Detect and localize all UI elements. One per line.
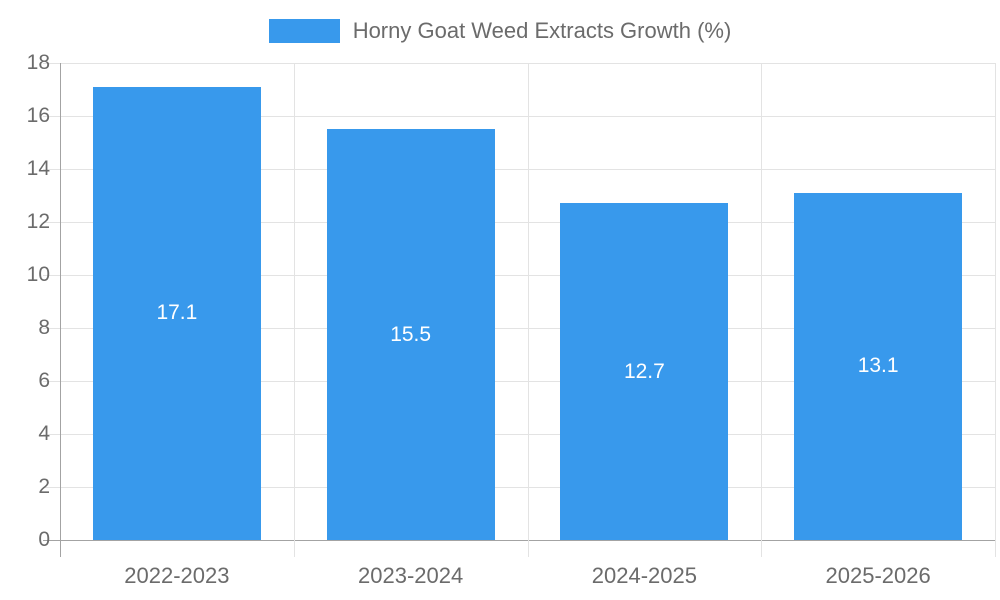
bar: 15.5 <box>326 129 495 540</box>
h-gridline <box>43 222 995 223</box>
h-gridline <box>43 169 995 170</box>
bar: 12.7 <box>560 203 729 540</box>
y-tick-label: 16 <box>26 104 50 127</box>
y-tick-label: 0 <box>38 528 50 551</box>
h-gridline <box>43 487 995 488</box>
x-tick-label: 2025-2026 <box>825 563 931 588</box>
h-gridline <box>43 116 995 117</box>
y-tick-label: 18 <box>26 51 50 74</box>
v-gridline <box>761 63 763 557</box>
bar-value-label: 15.5 <box>390 322 432 346</box>
h-gridline <box>43 275 995 276</box>
x-axis-zero-line <box>43 540 995 541</box>
v-gridline <box>995 63 996 557</box>
y-tick-label: 12 <box>26 210 50 233</box>
y-tick-label: 2 <box>38 475 50 498</box>
x-tick-label: 2022-2023 <box>124 563 230 588</box>
y-tick-label: 10 <box>26 263 50 286</box>
x-tick-label: 2023-2024 <box>358 563 464 588</box>
chart-legend: Horny Goat Weed Extracts Growth (%) <box>0 18 1000 44</box>
h-gridline <box>43 63 995 64</box>
bar-value-label: 17.1 <box>156 301 198 325</box>
bar-value-label: 12.7 <box>623 359 665 383</box>
legend-label: Horny Goat Weed Extracts Growth (%) <box>352 18 732 43</box>
bar-value-label: 13.1 <box>857 354 899 378</box>
legend-swatch <box>268 19 340 43</box>
bar: 13.1 <box>794 192 963 540</box>
x-tick-label: 2024-2025 <box>591 563 697 588</box>
y-tick-label: 4 <box>38 422 50 445</box>
y-tick-label: 8 <box>38 316 50 339</box>
v-gridline <box>293 63 295 557</box>
y-axis-line <box>60 63 61 557</box>
y-tick-label: 14 <box>26 157 50 180</box>
y-tick-label: 6 <box>38 369 50 392</box>
bar: 17.1 <box>92 86 261 540</box>
h-gridline <box>43 434 995 435</box>
v-gridline <box>527 63 529 557</box>
h-gridline <box>43 328 995 329</box>
h-gridline <box>43 381 995 382</box>
